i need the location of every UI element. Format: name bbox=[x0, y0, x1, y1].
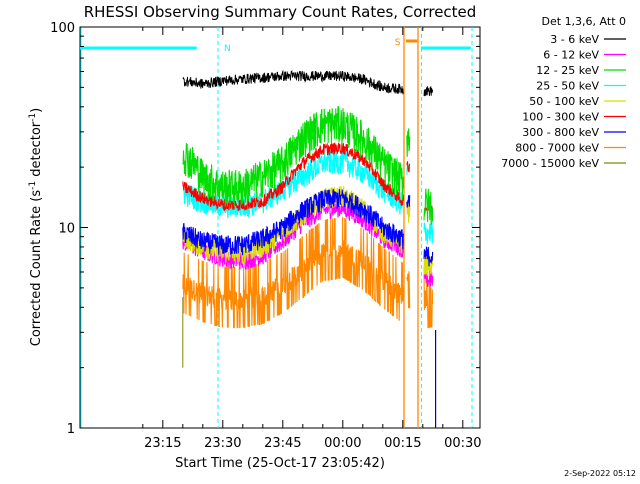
x-tick-label: 00:15 bbox=[384, 436, 421, 451]
legend-entry: 300 - 800 keV bbox=[522, 126, 626, 139]
x-tick-label: 23:15 bbox=[144, 436, 181, 451]
series-line bbox=[182, 188, 405, 256]
y-axis-label-sup1: -1 bbox=[28, 181, 38, 190]
legend-label: 100 - 300 keV bbox=[522, 111, 599, 124]
legend-entry: 6 - 12 keV bbox=[543, 49, 626, 62]
legend-label: 3 - 6 keV bbox=[550, 33, 599, 46]
series-line bbox=[182, 142, 405, 212]
series-line bbox=[423, 220, 434, 245]
series-line bbox=[406, 161, 411, 173]
x-tick-label: 23:30 bbox=[204, 436, 241, 451]
legend-label: 12 - 25 keV bbox=[536, 64, 599, 77]
legend-label: 50 - 100 keV bbox=[529, 95, 599, 108]
x-axis-label: Start Time (25-Oct-17 23:05:42) bbox=[175, 456, 385, 471]
legend-entry: 3 - 6 keV bbox=[550, 33, 626, 46]
legend-label: 25 - 50 keV bbox=[536, 80, 599, 93]
legend-entry: 100 - 300 keV bbox=[522, 111, 626, 124]
series-line bbox=[406, 128, 411, 157]
legend-label: 6 - 12 keV bbox=[543, 49, 599, 62]
series-line bbox=[182, 69, 404, 95]
series-line bbox=[423, 246, 434, 267]
series-line bbox=[406, 195, 411, 208]
chart-title: RHESSI Observing Summary Count Rates, Co… bbox=[84, 3, 477, 21]
legend-entry: 12 - 25 keV bbox=[536, 64, 626, 77]
series-line bbox=[423, 86, 434, 97]
y-tick-label: 10 bbox=[58, 222, 75, 237]
series-line bbox=[182, 216, 405, 329]
series-12-25kev bbox=[182, 106, 434, 225]
series-line bbox=[406, 271, 411, 309]
series-300-800kev bbox=[182, 188, 434, 267]
flag-label-n: N bbox=[224, 44, 231, 54]
series-line bbox=[423, 266, 434, 329]
y-tick-label: 1 bbox=[67, 422, 75, 437]
series-line bbox=[423, 188, 434, 225]
y-axis-label: Corrected Count Rate (s-1 detector-1) bbox=[28, 108, 44, 346]
x-tick-label: 00:00 bbox=[324, 436, 361, 451]
legend-entry: 7000 - 15000 keV bbox=[501, 157, 626, 170]
y-axis-label-end: ) bbox=[29, 108, 44, 113]
series-line bbox=[423, 271, 434, 287]
legend-label: 300 - 800 keV bbox=[522, 126, 599, 139]
series-line bbox=[182, 106, 405, 207]
axis-layer: 23:15 23:30 23:45 00:00 00:15 00:30 1 10 100 bbox=[50, 21, 481, 451]
y-axis-label-sup2: -1 bbox=[28, 113, 38, 122]
x-tick-label: 23:45 bbox=[264, 436, 301, 451]
legend-entry: 800 - 7000 keV bbox=[515, 142, 626, 155]
legend-entry: 50 - 100 keV bbox=[529, 95, 626, 108]
legend-label: 800 - 7000 keV bbox=[515, 142, 599, 155]
y-axis-label-main: Corrected Count Rate (s bbox=[29, 190, 44, 347]
y-tick-label: 100 bbox=[50, 21, 75, 36]
flag-label-s: S bbox=[395, 38, 401, 48]
y-axis-label-mid: detector bbox=[29, 121, 44, 181]
legend: Det 1,3,6, Att 0 3 - 6 keV 6 - 12 keV 12 - … bbox=[501, 15, 626, 170]
legend-entry: 25 - 50 keV bbox=[536, 80, 626, 93]
x-tick-label: 00:30 bbox=[444, 436, 481, 451]
flag-layer: NS bbox=[80, 27, 473, 428]
series-layer bbox=[182, 69, 434, 368]
series-3-6kev bbox=[182, 69, 434, 97]
footer-date: 2-Sep-2022 05:12 bbox=[564, 469, 636, 478]
series-800-7000kev bbox=[182, 216, 434, 329]
legend-title: Det 1,3,6, Att 0 bbox=[542, 15, 626, 28]
legend-label: 7000 - 15000 keV bbox=[501, 157, 599, 170]
